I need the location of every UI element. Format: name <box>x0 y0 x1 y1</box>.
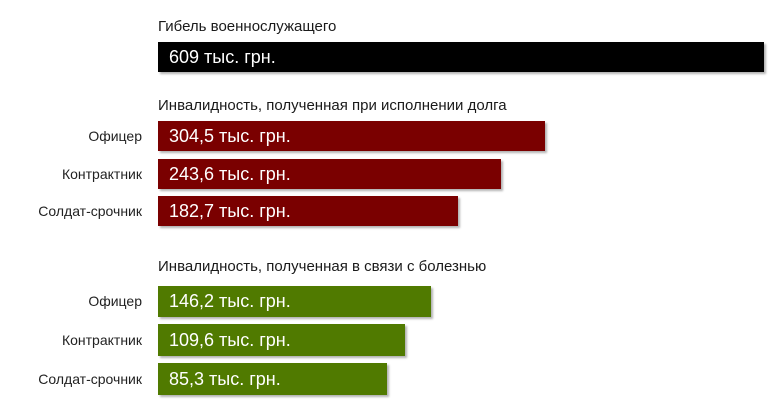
bar-value-label-illness-conscript: 85,3 тыс. грн. <box>169 368 281 389</box>
bar-duty-contract: 243,6 тыс. грн. <box>158 159 502 189</box>
bar-death: 609 тыс. грн. <box>158 42 765 72</box>
bar-duty-conscript: 182,7 тыс. грн. <box>158 196 458 226</box>
bar-illness-conscript: 85,3 тыс. грн. <box>158 363 388 395</box>
group-title-duty-disability: Инвалидность, полученная при исполнении … <box>158 97 507 114</box>
category-label-duty-conscript: Солдат-срочник <box>38 203 142 219</box>
bar-duty-officer: 304,5 тыс. грн. <box>158 121 546 151</box>
category-label-duty-contract: Контрактник <box>61 166 142 182</box>
group-title-death: Гибель военнослужащего <box>158 18 337 35</box>
category-label-illness-contract: Контрактник <box>61 332 142 348</box>
bar-value-label-duty-officer: 304,5 тыс. грн. <box>169 125 291 146</box>
group-title-illness-disability: Инвалидность, полученная в связи с болез… <box>158 258 487 275</box>
bar-value-label-duty-conscript: 182,7 тыс. грн. <box>169 200 291 221</box>
category-label-illness-officer: Офицер <box>88 293 142 309</box>
bar-illness-officer: 146,2 тыс. грн. <box>158 286 432 317</box>
category-label-duty-officer: Офицер <box>88 128 142 144</box>
bar-value-label-death: 609 тыс. грн. <box>169 46 276 67</box>
bar-illness-contract: 109,6 тыс. грн. <box>158 324 405 356</box>
category-label-illness-conscript: Солдат-срочник <box>38 371 142 387</box>
bar-value-label-illness-officer: 146,2 тыс. грн. <box>169 291 291 311</box>
bar-value-label-duty-contract: 243,6 тыс. грн. <box>169 163 291 184</box>
bar-value-label-illness-contract: 109,6 тыс. грн. <box>169 329 291 350</box>
